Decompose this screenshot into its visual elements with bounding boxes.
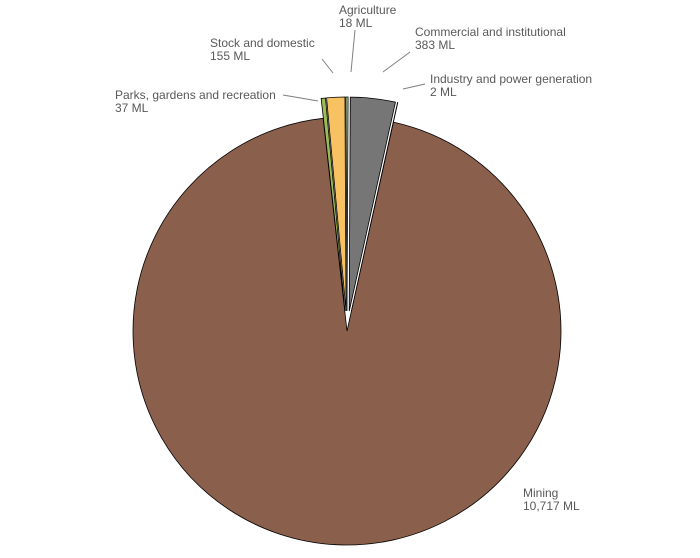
slice-value-label: 18 ML [339, 16, 373, 30]
data-label-commercial-and-institutional: Commercial and institutional 383 ML [415, 25, 566, 52]
slice-value-label: 2 ML [430, 85, 457, 99]
pie-slices [132, 96, 562, 546]
leader-line [321, 58, 334, 74]
data-labels: Agriculture 18 ML Commercial and instituti… [115, 3, 592, 513]
pie-slice-mining [132, 117, 562, 546]
pie-slice-commercial-and-institutional [348, 96, 396, 312]
slice-value-label: 155 ML [210, 49, 250, 63]
leader-line [382, 51, 411, 73]
data-label-industry-and-power-generation: Industry and power generation 2 ML [430, 72, 592, 99]
data-label-stock-and-domestic: Stock and domestic 155 ML [210, 36, 315, 63]
slice-name-label: Stock and domestic [210, 36, 315, 50]
data-label-parks-gardens-and-recreation: Parks, gardens and recreation 37 ML [115, 88, 276, 115]
leader-line [282, 94, 319, 102]
slice-value-label: 37 ML [115, 101, 149, 115]
slice-name-label: Commercial and institutional [415, 25, 566, 39]
slice-name-label: Industry and power generation [430, 72, 592, 86]
slice-name-label: Mining [523, 486, 558, 500]
slice-value-label: 10,717 ML [523, 499, 580, 513]
leader-line [402, 83, 426, 90]
leader-lines [282, 29, 426, 102]
data-label-mining: Mining 10,717 ML [523, 486, 580, 513]
slice-value-label: 383 ML [415, 38, 455, 52]
data-label-agriculture: Agriculture 18 ML [339, 3, 397, 30]
slice-name-label: Parks, gardens and recreation [115, 88, 276, 102]
slice-name-label: Agriculture [339, 3, 397, 17]
leader-line [350, 29, 356, 73]
pie-slice-parks-gardens-and-recreation [320, 97, 346, 312]
pie-slice-stock-and-domestic [326, 96, 347, 312]
pie-slice-agriculture [345, 96, 349, 312]
